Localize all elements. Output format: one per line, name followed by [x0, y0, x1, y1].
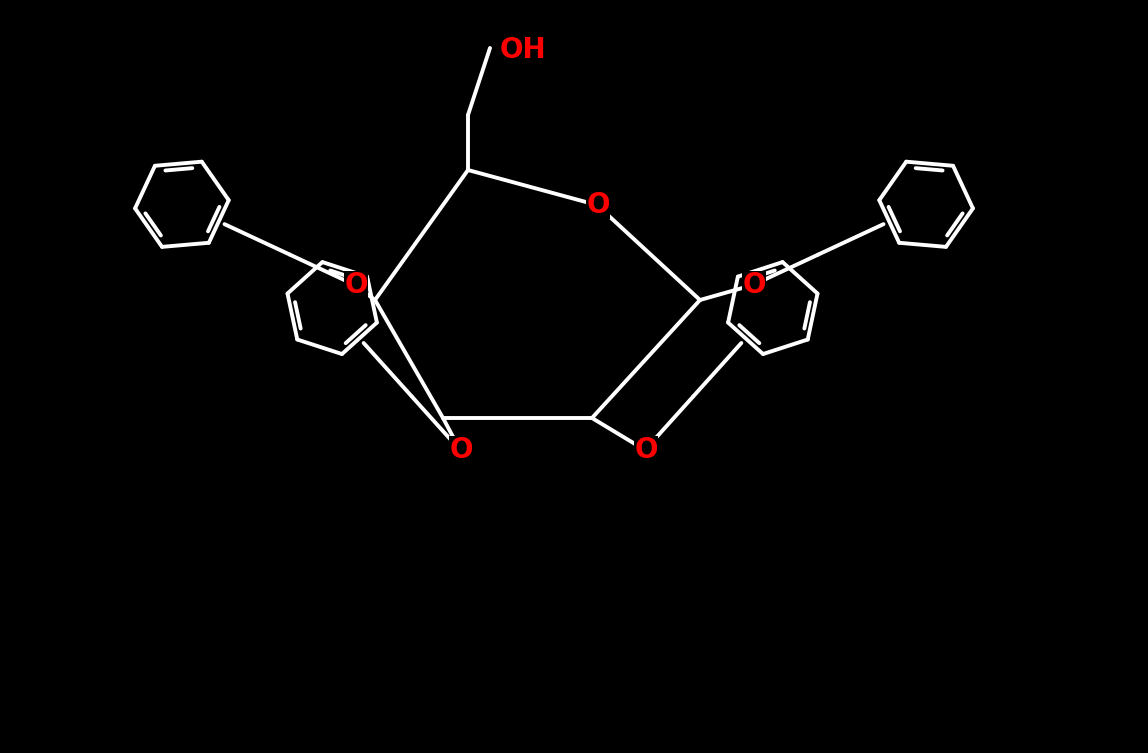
- Text: O: O: [449, 436, 473, 464]
- Text: O: O: [634, 436, 658, 464]
- Text: O: O: [743, 271, 766, 299]
- Text: O: O: [344, 271, 367, 299]
- Text: OH: OH: [501, 36, 546, 64]
- Text: O: O: [587, 191, 610, 219]
